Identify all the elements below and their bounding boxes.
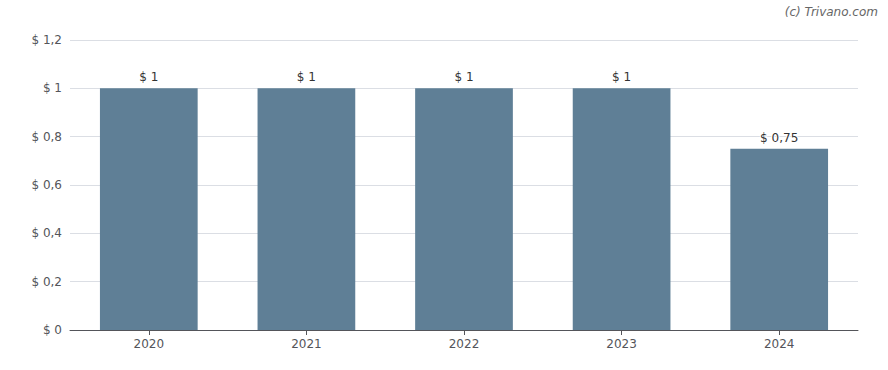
svg-text:$ 0: $ 0 xyxy=(43,323,62,337)
svg-text:2023: 2023 xyxy=(606,337,637,351)
svg-text:$ 1: $ 1 xyxy=(43,81,62,95)
svg-text:2021: 2021 xyxy=(291,337,322,351)
svg-text:2022: 2022 xyxy=(449,337,480,351)
svg-text:$ 1: $ 1 xyxy=(454,70,473,84)
svg-text:$ 1,2: $ 1,2 xyxy=(31,33,62,47)
svg-text:$ 0,75: $ 0,75 xyxy=(760,131,798,145)
svg-text:$ 0,4: $ 0,4 xyxy=(31,226,62,240)
svg-text:(c) Trivano.com: (c) Trivano.com xyxy=(785,5,878,19)
svg-text:$ 0,8: $ 0,8 xyxy=(31,130,62,144)
svg-text:$ 1: $ 1 xyxy=(297,70,316,84)
svg-text:$ 0,2: $ 0,2 xyxy=(31,275,62,289)
svg-text:$ 0,6: $ 0,6 xyxy=(31,178,62,192)
svg-text:2024: 2024 xyxy=(764,337,795,351)
svg-text:2020: 2020 xyxy=(134,337,165,351)
svg-text:$ 1: $ 1 xyxy=(612,70,631,84)
svg-text:$ 1: $ 1 xyxy=(139,70,158,84)
